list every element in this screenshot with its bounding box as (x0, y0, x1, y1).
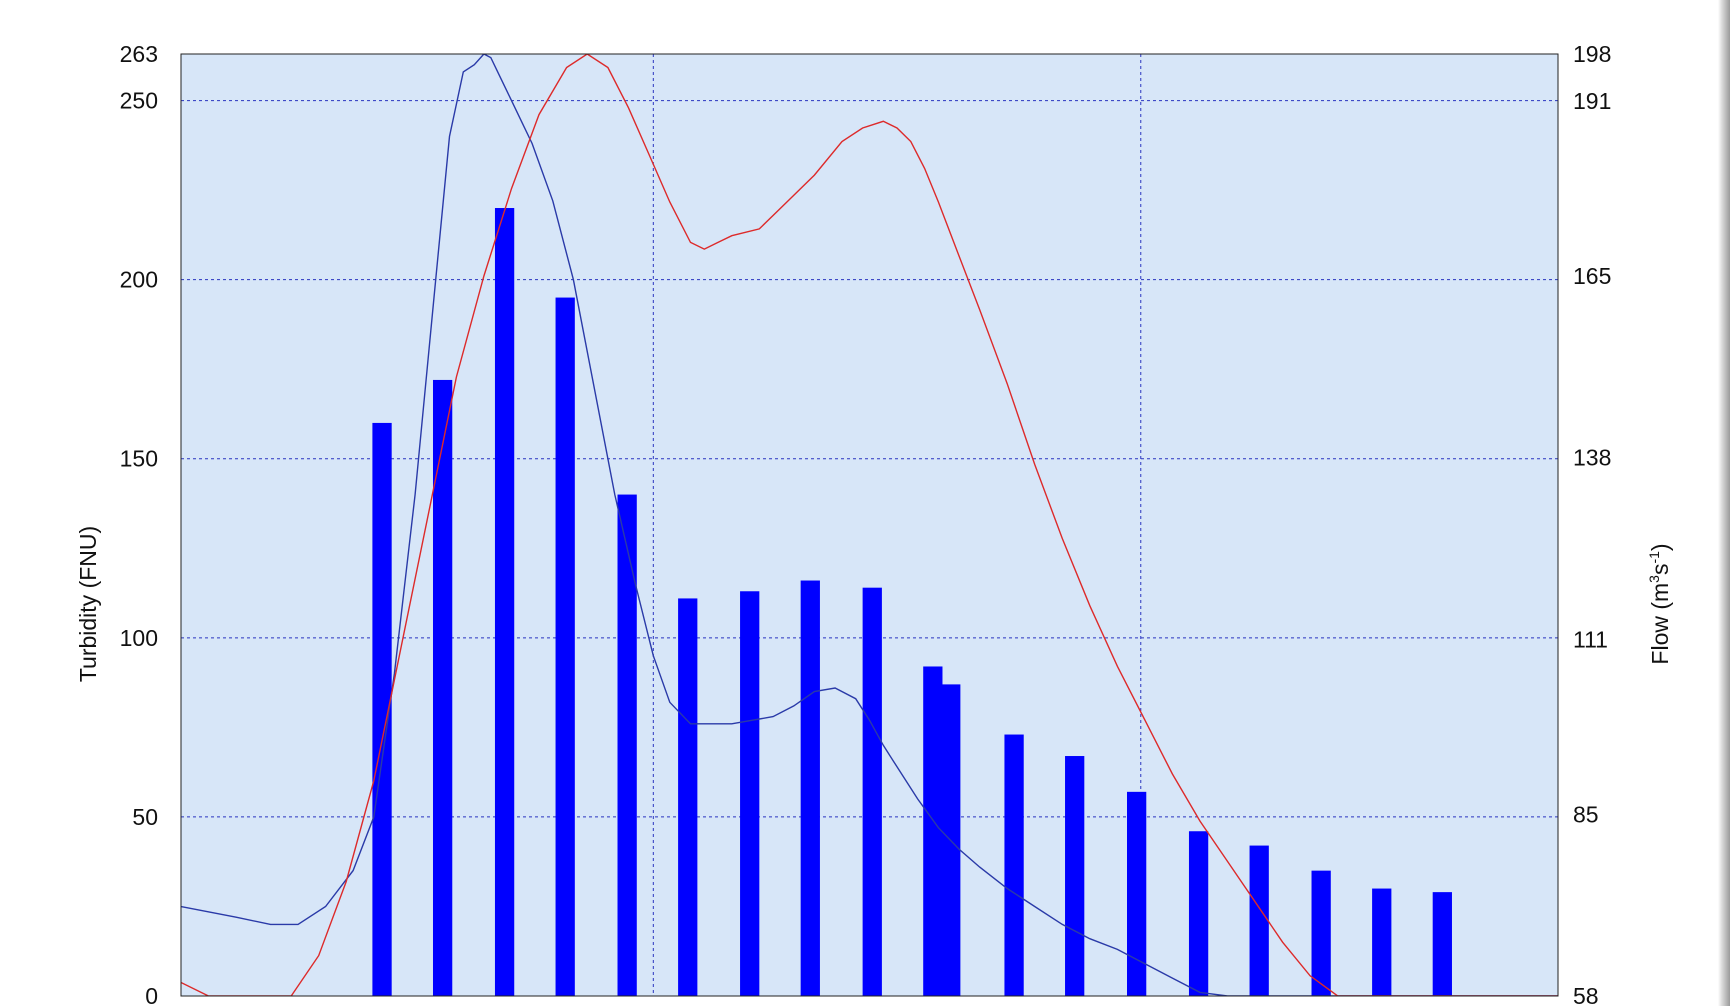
bar (1311, 870, 1331, 996)
bar (740, 591, 760, 996)
left-tick-label: 150 (120, 446, 158, 472)
bar (923, 666, 943, 996)
bar (1126, 791, 1147, 996)
left-axis-ticks: 0 50 100 150 200 250 263 (120, 41, 158, 1006)
bar (432, 379, 453, 996)
right-axis-ticks: 58 85 111 138 165 191 198 (1573, 41, 1611, 1006)
left-tick-label: 200 (120, 267, 158, 293)
bar (1188, 831, 1209, 996)
bar (1432, 892, 1452, 996)
right-tick-label: 58 (1573, 983, 1599, 1006)
left-tick-label: 50 (132, 804, 158, 830)
bar (555, 297, 575, 996)
right-tick-label: 165 (1573, 263, 1611, 289)
right-axis-title-sup1: 3 (1646, 575, 1662, 583)
right-tick-label: 138 (1573, 445, 1611, 471)
left-axis-title: Turbidity (FNU) (75, 526, 101, 682)
right-axis-title: Flow (m3s-1) (1646, 543, 1673, 664)
bar (1004, 734, 1024, 996)
bar (1372, 888, 1392, 996)
left-tick-label: 263 (120, 41, 158, 67)
right-tick-label: 191 (1573, 88, 1611, 114)
bar (1065, 756, 1085, 996)
bar (678, 598, 698, 996)
right-axis-title-mid: s (1647, 564, 1673, 576)
left-tick-label: 250 (120, 88, 158, 114)
flow-line (181, 54, 1558, 996)
bar (800, 580, 820, 996)
bar (862, 587, 882, 996)
right-axis-title-sup2: -1 (1646, 551, 1662, 564)
bar (617, 494, 637, 996)
bar (372, 422, 392, 996)
window-edge (1718, 0, 1730, 1006)
right-axis-title-main: Flow (m (1647, 583, 1673, 665)
right-tick-label: 198 (1573, 41, 1611, 67)
right-axis-title-end: ) (1647, 543, 1673, 551)
gridlines (181, 54, 1558, 996)
bar (494, 208, 515, 997)
right-tick-label: 111 (1573, 626, 1608, 652)
turbidity-line (181, 54, 1558, 996)
left-tick-label: 0 (145, 983, 158, 1006)
right-tick-label: 85 (1573, 801, 1599, 827)
bar (1249, 845, 1269, 996)
plot-border (180, 53, 1559, 997)
left-tick-label: 100 (120, 625, 158, 651)
